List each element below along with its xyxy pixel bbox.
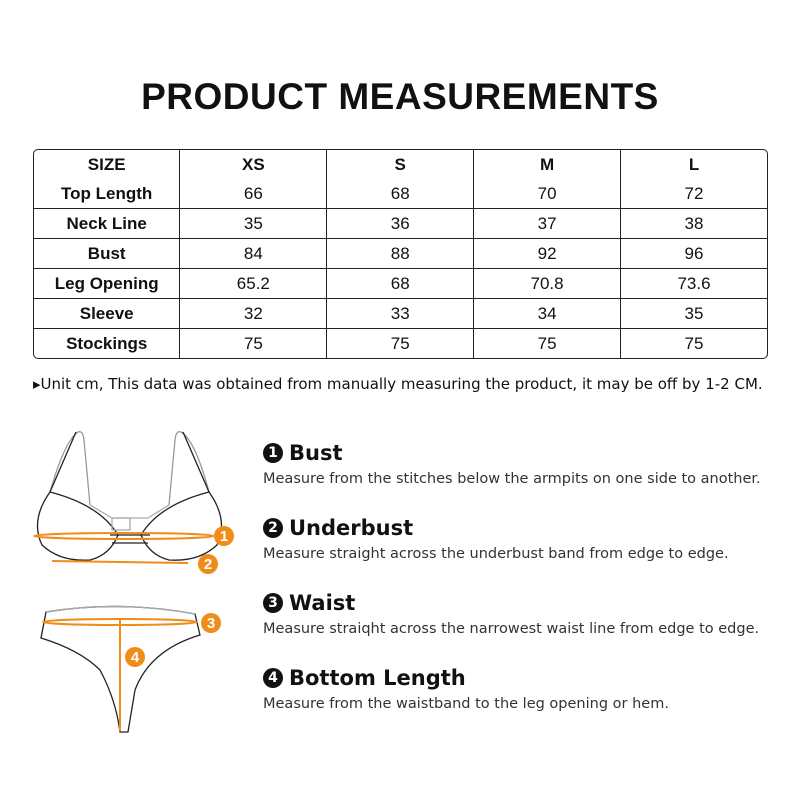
- guide-desc: Measure straight across the underbust ba…: [263, 546, 729, 562]
- table-row: Bust 84 88 92 96: [34, 239, 767, 269]
- row-label: Bust: [34, 239, 181, 269]
- marker-1: [214, 526, 234, 546]
- measurement-lines: [33, 532, 215, 731]
- table-row: Stockings 75 75 75 75: [34, 329, 767, 358]
- size-table: SIZE XS S M L Top Length 66 68 70 72 Neck Lin…: [33, 149, 768, 359]
- table-cell: 75: [684, 333, 704, 353]
- table-cell: 68: [327, 269, 475, 299]
- table-header-row: SIZE XS S M L: [34, 150, 767, 179]
- unit-note: ▸Unit cm, This data was obtained from ma…: [33, 375, 763, 393]
- row-label: Sleeve: [34, 299, 181, 329]
- table-cell: 37: [474, 209, 622, 239]
- header-cell: SIZE: [34, 150, 181, 179]
- table-cell: 73.6: [621, 269, 767, 299]
- table-cell: 84: [180, 239, 328, 269]
- guide-title: Bottom Length: [289, 666, 466, 690]
- row-label: Top Length: [34, 179, 181, 209]
- header-cell: XS: [180, 150, 328, 179]
- table-cell: 32: [180, 299, 328, 329]
- table-cell: 96: [621, 239, 767, 269]
- marker-2: [198, 554, 218, 574]
- table-cell: 66: [180, 179, 328, 209]
- guide-bottom-length: 4 Bottom Length Measure from the waistban…: [263, 666, 669, 712]
- guide-desc: Measure straiqht across the narrowest wa…: [263, 621, 760, 637]
- table-row: Neck Line 35 36 37 38: [34, 209, 767, 239]
- header-cell: L: [688, 154, 700, 174]
- table-cell: 75: [327, 329, 475, 358]
- marker-3-label: 3: [207, 615, 215, 632]
- guide-desc: Measure from the waistband to the leg op…: [263, 696, 669, 712]
- bra-drawing: [36, 431, 223, 561]
- guide-waist: 3 Waist Measure straiqht across the narro…: [263, 591, 759, 637]
- table-cell: 70.8: [474, 269, 622, 299]
- row-label: Leg Opening: [34, 269, 181, 299]
- header-cell: M: [474, 150, 622, 179]
- table-cell: 70: [474, 179, 622, 209]
- table-cell: 75: [474, 329, 622, 358]
- table-row: Leg Opening 65.2 68 70.8 73.6: [34, 269, 767, 299]
- table-row: Sleeve 32 33 34 35: [34, 299, 767, 329]
- guide-title: Underbust: [289, 516, 414, 540]
- table-cell: 35: [621, 299, 767, 329]
- table-cell: 68: [327, 179, 475, 209]
- marker-3: [201, 613, 221, 633]
- guide-bust: 1 Bust Measure from the stitches below th…: [263, 441, 761, 487]
- guide-underbust: 2 Underbust Measure straight across the u…: [263, 516, 729, 562]
- page-title: PRODUCT MEASUREMENTS: [141, 76, 659, 117]
- row-label: Neck Line: [34, 209, 181, 239]
- number-badge: 4: [263, 668, 283, 688]
- marker-4-label: 4: [131, 649, 140, 666]
- table-cell: 35: [180, 209, 328, 239]
- table-cell: 33: [327, 299, 475, 329]
- guide-title: Waist: [289, 591, 356, 615]
- guide-desc: Measure from the stitches below the armp…: [263, 471, 761, 487]
- measurement-markers: 1 2 3 4: [125, 526, 234, 667]
- table-cell: 75: [180, 329, 328, 358]
- number-badge: 2: [263, 518, 283, 538]
- marker-4: [125, 647, 145, 667]
- bottom-drawing: [40, 605, 201, 733]
- table-cell: 88: [327, 239, 475, 269]
- table-cell: 36: [327, 209, 475, 239]
- table-cell: 65.2: [180, 269, 328, 299]
- row-label: Stockings: [34, 329, 181, 358]
- table-cell: 72: [621, 179, 767, 209]
- marker-2-label: 2: [204, 556, 212, 573]
- table-cell: 92: [474, 239, 622, 269]
- marker-1-label: 1: [220, 528, 228, 545]
- header-cell: S: [327, 150, 475, 179]
- guide-title: Bust: [289, 441, 343, 465]
- table-row: Top Length 66 68 70 72: [34, 179, 767, 209]
- number-badge: 3: [263, 593, 283, 613]
- number-badge: 1: [263, 443, 283, 463]
- table-cell: 38: [621, 209, 767, 239]
- table-cell: 34: [474, 299, 622, 329]
